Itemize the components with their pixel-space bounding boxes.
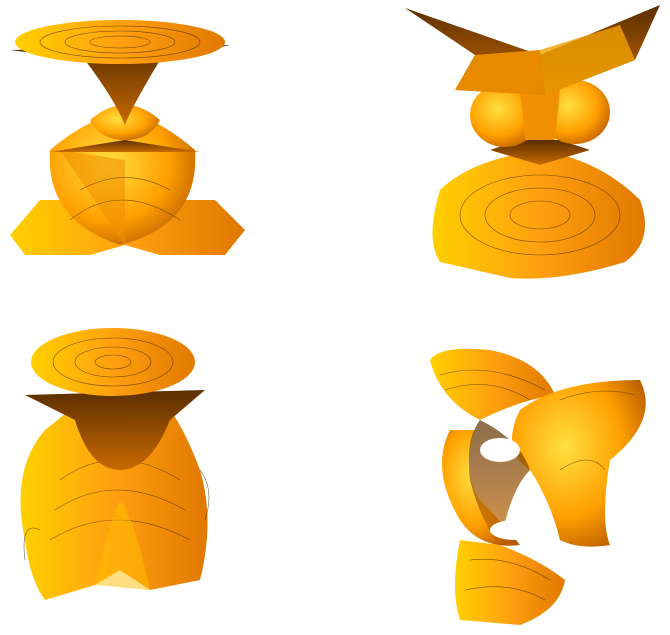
surface-top-right xyxy=(405,5,660,279)
surface-bottom-right xyxy=(430,348,646,625)
surface-top-left xyxy=(10,20,245,255)
surface-bottom-left xyxy=(20,328,210,600)
